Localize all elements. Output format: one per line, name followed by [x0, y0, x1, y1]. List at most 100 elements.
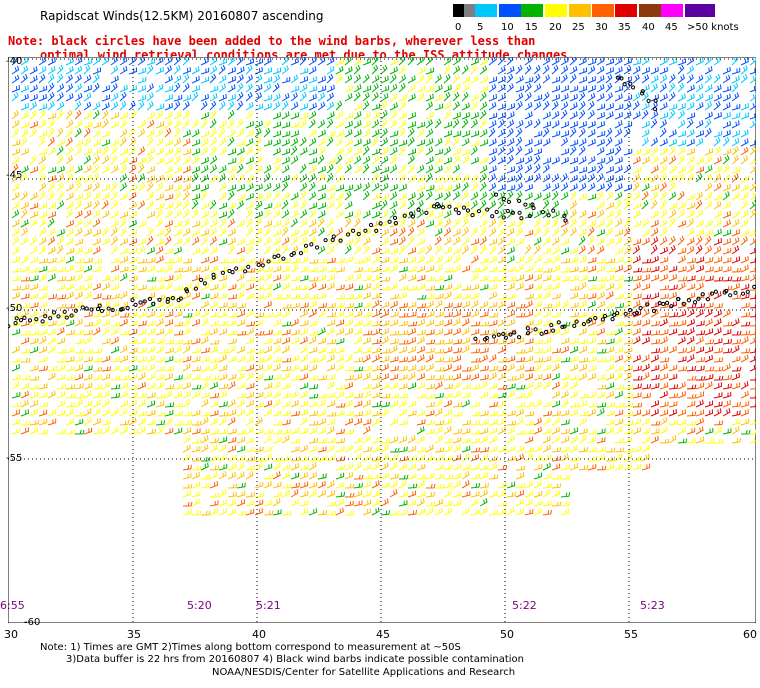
wind-barb	[299, 112, 309, 120]
wind-barb	[281, 76, 291, 84]
wind-barb	[65, 418, 74, 426]
wind-barb	[668, 419, 678, 426]
wind-barb	[164, 366, 175, 372]
wind-barb	[272, 282, 281, 291]
wind-barb	[587, 173, 596, 183]
wind-barb	[353, 336, 362, 345]
wind-barb	[650, 428, 660, 435]
wind-barb	[290, 121, 300, 129]
wind-barb	[56, 337, 66, 345]
wind-barb	[722, 183, 731, 192]
wind-barb	[416, 346, 425, 354]
wind-barb	[380, 276, 391, 282]
wind-barb	[551, 301, 561, 309]
wind-barb	[731, 419, 741, 426]
wind-barb	[560, 74, 568, 84]
wind-barb	[587, 58, 597, 66]
wind-barb	[191, 420, 202, 426]
wind-barb	[326, 57, 335, 66]
wind-barb	[146, 257, 156, 264]
wind-barb	[614, 384, 625, 390]
wind-barb	[479, 447, 490, 453]
wind-barb	[236, 82, 244, 93]
wind-barb	[308, 437, 318, 444]
wind-barb	[29, 302, 39, 309]
wind-barb	[425, 472, 435, 480]
wind-barb	[371, 292, 381, 300]
wind-barb	[263, 480, 272, 489]
wind-barb	[380, 462, 389, 471]
wind-barb	[308, 93, 317, 102]
wind-barb	[452, 164, 461, 174]
wind-barb	[317, 101, 326, 111]
wind-barb	[641, 274, 651, 282]
quality-circle	[402, 213, 407, 218]
wind-barb	[29, 330, 40, 336]
wind-barb	[128, 392, 138, 399]
wind-barb	[632, 173, 641, 183]
wind-barb	[497, 338, 508, 345]
wind-barb	[605, 410, 615, 417]
wind-barb	[542, 310, 552, 318]
wind-barb	[335, 163, 343, 174]
wind-barb	[452, 480, 461, 489]
wind-barb	[74, 393, 85, 399]
wind-barb	[317, 455, 327, 462]
wind-barb	[146, 428, 156, 435]
wind-barb	[173, 228, 182, 237]
wind-barb	[29, 109, 37, 120]
wind-barb	[110, 65, 119, 75]
scale-swatch	[521, 4, 543, 17]
wind-barb	[515, 182, 523, 192]
wind-barb	[488, 120, 497, 129]
wind-barb	[434, 118, 442, 129]
wind-barb	[263, 119, 271, 129]
wind-barb	[434, 84, 443, 93]
wind-barb	[65, 66, 74, 75]
wind-barb	[461, 399, 470, 408]
wind-barb	[389, 454, 399, 462]
quality-circle	[539, 331, 544, 336]
wind-barb	[101, 192, 110, 201]
wind-barb	[263, 76, 273, 84]
wind-barb	[200, 93, 209, 102]
wind-barb	[569, 85, 579, 93]
wind-barb	[245, 64, 253, 75]
wind-barb	[182, 399, 191, 408]
wind-barb	[272, 182, 281, 192]
wind-barb	[236, 219, 245, 228]
wind-barb	[533, 445, 543, 453]
wind-barb	[407, 112, 416, 120]
wind-barb	[155, 411, 166, 417]
wind-barb	[353, 91, 361, 102]
wind-barb	[551, 311, 562, 318]
wind-barb	[542, 219, 551, 228]
wind-barb	[623, 311, 633, 318]
wind-barb	[38, 218, 47, 228]
wind-barb	[560, 409, 570, 417]
wind-barb	[155, 338, 165, 345]
wind-barb	[299, 507, 308, 516]
wind-barb	[506, 137, 515, 147]
wind-barb	[614, 85, 624, 93]
wind-barb	[614, 229, 624, 237]
wind-barb	[506, 175, 516, 183]
wind-barb	[164, 184, 174, 192]
wind-barb	[101, 130, 111, 138]
wind-barb	[569, 338, 579, 345]
wind-barb	[335, 347, 345, 354]
wind-barb	[560, 357, 571, 363]
wind-barb	[452, 91, 460, 102]
wind-barb	[677, 102, 686, 111]
wind-barb	[614, 447, 625, 453]
wind-barb	[272, 498, 281, 507]
wind-barb	[515, 408, 524, 417]
wind-barb	[722, 85, 732, 93]
wind-barb	[29, 154, 37, 165]
wind-barb	[596, 300, 605, 309]
wind-barb	[263, 273, 272, 282]
wind-barb	[605, 258, 616, 264]
wind-barb	[515, 472, 525, 480]
wind-barb	[218, 463, 228, 471]
wind-barb	[668, 202, 678, 210]
